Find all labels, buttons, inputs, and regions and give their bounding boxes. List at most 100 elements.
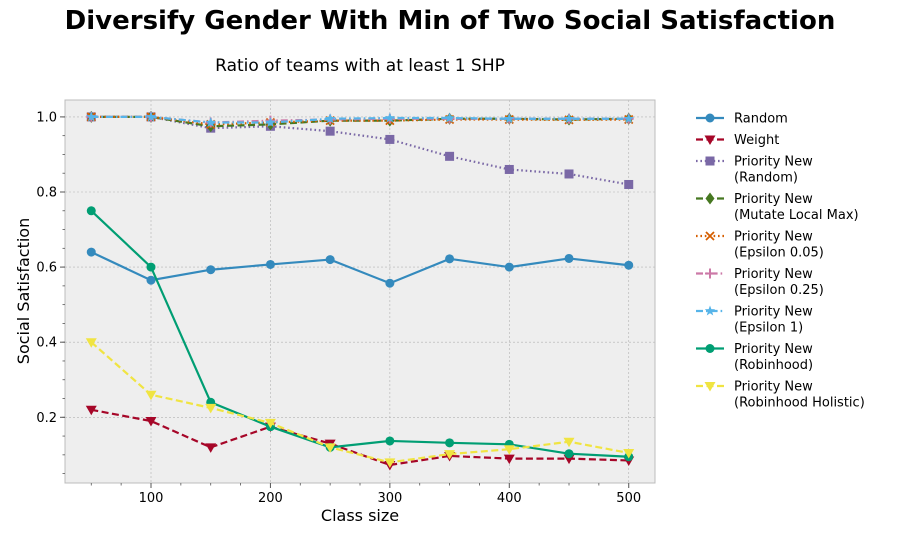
data-point [563,437,575,448]
legend-marker [705,192,715,205]
data-point [85,338,97,348]
data-point [385,436,395,446]
x-tick-label: 200 [258,491,283,506]
series-line [90,341,629,464]
legend-entry-5: Priority New (Epsilon 0.05) [696,230,824,261]
series-line [91,408,629,467]
series-line [90,251,629,285]
data-point [503,445,515,455]
y-tick-label: 0.2 [36,411,57,426]
data-point [504,113,515,124]
legend-label: Priority New (Robinhood) [734,342,813,373]
data-point [445,438,455,448]
legend-label: Priority New (Epsilon 1) [734,305,813,336]
data-point [205,403,217,414]
legend-marker [704,305,716,316]
legend-marker [705,344,715,353]
data-point [445,254,455,264]
data-point [86,111,97,122]
legend-label: Priority New (Epsilon 0.25) [734,267,824,298]
legend-marker [704,135,716,145]
legend-label: Priority New (Robinhood Holistic) [734,380,865,411]
x-tick-label: 300 [377,491,402,506]
series-line [90,209,629,458]
data-point [146,262,156,272]
series-9 [85,338,635,468]
plot-background [65,100,655,483]
data-point [564,253,574,263]
data-point [623,113,634,124]
legend-entry-7: Priority New (Epsilon 1) [696,305,813,336]
series-layer [85,110,635,471]
data-point [205,117,216,127]
data-point [385,278,395,288]
data-point [324,443,336,453]
data-point [86,247,96,257]
data-point [265,259,275,269]
data-point [264,418,276,429]
y-tick-label: 0.6 [36,261,57,276]
legend-marker [704,382,716,392]
legend: Random Weight Priority New (Random) Priority… [696,112,865,411]
axes: 100 200 300 400 500 0.2 0.4 0.6 0.8 1.0 [36,110,641,506]
data-point [385,134,395,144]
data-point [624,260,634,270]
chart-subtitle: Ratio of teams with at least 1 SHP [215,56,505,76]
chart-title: Diversify Gender With Min of Two Social … [64,6,836,36]
series-line [91,115,629,124]
legend-marker [705,231,715,241]
data-point [205,443,217,453]
data-point [623,448,635,459]
legend-marker [705,113,715,123]
legend-entry-2: Weight [696,133,779,148]
x-tick-label: 100 [139,491,164,506]
series-line [91,115,629,128]
data-point [445,151,455,161]
legend-entry-6: Priority New (Epsilon 0.25) [696,267,824,298]
legend-entry-8: Priority New (Robinhood) [696,342,813,373]
data-point [504,262,514,272]
legend-entry-3: Priority New (Random) [696,155,813,186]
data-point [265,117,276,127]
data-point [563,113,575,124]
legend-label: Weight [734,133,779,148]
legend-label: Random [734,112,788,127]
legend-label: Priority New (Epsilon 0.05) [734,230,824,261]
data-point [564,169,574,179]
data-point [564,449,574,459]
legend-entry-4: Priority New (Mutate Local Max) [696,192,859,223]
data-point [384,112,396,123]
series-line [91,115,629,126]
legend-label: Priority New (Mutate Local Max) [734,192,859,223]
series-1 [86,247,634,288]
data-point [146,275,156,285]
data-point [503,454,515,465]
y-tick-label: 0.4 [36,336,57,351]
y-tick-label: 1.0 [36,110,57,125]
data-point [206,265,216,275]
data-point [145,111,157,122]
data-point [624,179,634,189]
legend-label: Priority New (Random) [734,155,813,186]
data-point [145,417,157,427]
data-point [86,206,96,216]
x-tick-label: 400 [497,491,522,506]
legend-entry-9: Priority New (Robinhood Holistic) [696,380,865,411]
legend-entry-1: Random [696,112,788,127]
data-point [325,255,335,265]
data-point [324,113,336,124]
data-point [325,126,335,136]
data-point [444,112,455,123]
y-tick-label: 0.8 [36,185,57,200]
data-point [384,458,396,468]
data-point [145,390,157,401]
y-axis-label: Social Satisfaction [14,218,33,364]
series-7 [86,111,634,127]
legend-marker [705,156,715,166]
data-point [85,405,97,416]
x-axis-label: Class size [321,506,399,525]
legend-marker [705,268,715,279]
x-tick-label: 500 [616,491,641,506]
data-point [504,164,514,174]
